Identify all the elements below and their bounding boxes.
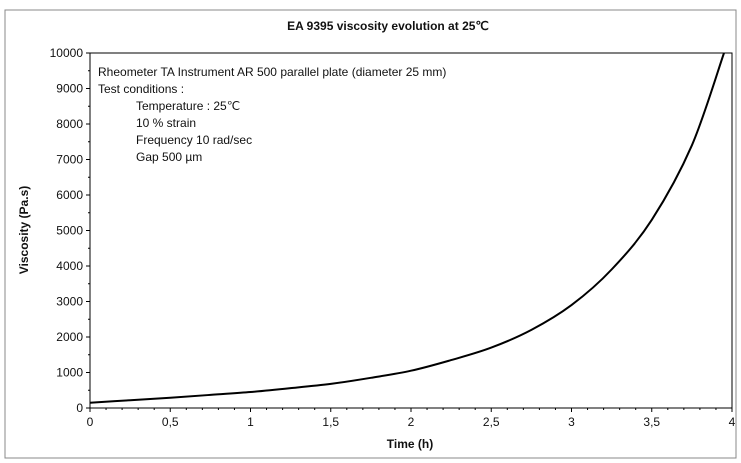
x-tick-label: 2,5 bbox=[483, 415, 500, 429]
annotation-line: 10 % strain bbox=[136, 116, 196, 130]
y-tick-label: 3000 bbox=[56, 295, 83, 309]
y-tick-label: 8000 bbox=[56, 117, 83, 131]
x-tick-label: 4 bbox=[729, 415, 736, 429]
y-tick-label: 4000 bbox=[56, 259, 83, 273]
y-axis-title: Viscosity (Pa.s) bbox=[17, 186, 31, 275]
annotation-line: Temperature : 25℃ bbox=[136, 99, 240, 113]
y-tick-label: 2000 bbox=[56, 330, 83, 344]
annotation-line: Test conditions : bbox=[98, 82, 184, 96]
x-tick-label: 1 bbox=[247, 415, 254, 429]
y-tick-label: 0 bbox=[76, 401, 83, 415]
annotation-line: Frequency 10 rad/sec bbox=[136, 133, 252, 147]
x-axis-title: Time (h) bbox=[387, 437, 433, 451]
y-tick-label: 1000 bbox=[56, 366, 83, 380]
x-tick-label: 3,5 bbox=[643, 415, 660, 429]
y-tick-label: 9000 bbox=[56, 82, 83, 96]
y-tick-label: 6000 bbox=[56, 188, 83, 202]
y-tick-label: 5000 bbox=[56, 224, 83, 238]
chart-title: EA 9395 viscosity evolution at 25℃ bbox=[287, 19, 489, 33]
x-tick-label: 0 bbox=[87, 415, 94, 429]
x-tick-label: 0,5 bbox=[162, 415, 179, 429]
y-tick-label: 10000 bbox=[50, 46, 84, 60]
x-tick-label: 1,5 bbox=[322, 415, 339, 429]
x-tick-label: 2 bbox=[408, 415, 415, 429]
x-tick-label: 3 bbox=[568, 415, 575, 429]
y-tick-label: 7000 bbox=[56, 153, 83, 167]
annotation-line: Rheometer TA Instrument AR 500 parallel … bbox=[98, 65, 446, 79]
annotation-line: Gap 500 µm bbox=[136, 150, 202, 164]
